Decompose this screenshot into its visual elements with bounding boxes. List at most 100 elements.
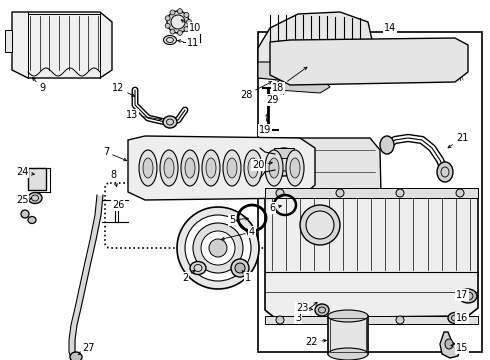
Ellipse shape: [448, 312, 462, 324]
Ellipse shape: [165, 16, 170, 21]
Bar: [265, 188, 478, 198]
Text: 19: 19: [259, 114, 271, 135]
Text: 25: 25: [16, 195, 32, 205]
Ellipse shape: [165, 23, 170, 28]
Ellipse shape: [185, 215, 251, 281]
Ellipse shape: [21, 210, 29, 218]
Ellipse shape: [160, 150, 178, 186]
Text: 10: 10: [181, 20, 201, 33]
Bar: [330, 318, 366, 352]
Text: 2: 2: [182, 270, 195, 283]
Ellipse shape: [227, 158, 237, 178]
Ellipse shape: [177, 207, 259, 289]
Bar: [274, 148, 294, 158]
Ellipse shape: [164, 36, 176, 45]
Polygon shape: [258, 62, 372, 82]
Ellipse shape: [286, 150, 304, 186]
Polygon shape: [440, 332, 460, 358]
Text: 22: 22: [306, 337, 326, 347]
Ellipse shape: [231, 259, 249, 277]
Ellipse shape: [164, 158, 174, 178]
Ellipse shape: [202, 150, 220, 186]
Ellipse shape: [201, 231, 235, 265]
Text: 8: 8: [110, 170, 117, 186]
Ellipse shape: [170, 29, 175, 34]
Text: 20: 20: [252, 160, 272, 170]
Text: 21: 21: [448, 133, 468, 148]
Ellipse shape: [396, 189, 404, 197]
Ellipse shape: [139, 150, 157, 186]
Ellipse shape: [459, 289, 477, 303]
Ellipse shape: [28, 193, 42, 203]
Ellipse shape: [28, 216, 36, 224]
Text: 1: 1: [242, 271, 251, 283]
Ellipse shape: [184, 13, 189, 17]
Ellipse shape: [271, 148, 297, 176]
Ellipse shape: [269, 158, 279, 178]
Ellipse shape: [315, 304, 329, 316]
Polygon shape: [268, 138, 382, 312]
Ellipse shape: [163, 116, 177, 128]
Bar: [258, 62, 373, 78]
Text: 11: 11: [178, 38, 199, 48]
Ellipse shape: [171, 15, 185, 29]
Text: 12: 12: [112, 83, 135, 96]
Text: 6: 6: [269, 203, 281, 213]
Ellipse shape: [209, 239, 227, 257]
Text: 17: 17: [456, 290, 468, 300]
Text: 9: 9: [32, 78, 45, 93]
Text: 16: 16: [456, 313, 468, 323]
Ellipse shape: [265, 150, 283, 186]
Ellipse shape: [190, 261, 206, 274]
Ellipse shape: [187, 19, 192, 24]
Ellipse shape: [276, 189, 284, 197]
Ellipse shape: [170, 10, 175, 15]
Polygon shape: [128, 136, 315, 200]
Ellipse shape: [184, 27, 189, 32]
Ellipse shape: [181, 150, 199, 186]
Polygon shape: [12, 12, 112, 78]
Ellipse shape: [244, 150, 262, 186]
Ellipse shape: [396, 316, 404, 324]
Polygon shape: [270, 38, 468, 85]
Text: 13: 13: [126, 110, 161, 120]
Ellipse shape: [328, 310, 368, 322]
Ellipse shape: [276, 316, 284, 324]
Ellipse shape: [223, 150, 241, 186]
Text: 4: 4: [221, 227, 255, 240]
Text: 27: 27: [78, 343, 94, 355]
Text: 3: 3: [295, 302, 317, 323]
Text: 24: 24: [16, 167, 34, 177]
Ellipse shape: [336, 189, 344, 197]
Ellipse shape: [300, 205, 340, 245]
Ellipse shape: [456, 189, 464, 197]
Bar: [328, 316, 368, 354]
Text: 28: 28: [240, 82, 272, 100]
Ellipse shape: [336, 316, 344, 324]
Text: 7: 7: [103, 147, 126, 161]
Polygon shape: [258, 12, 372, 74]
Ellipse shape: [437, 162, 453, 182]
Ellipse shape: [248, 158, 258, 178]
Text: 15: 15: [451, 343, 468, 353]
Ellipse shape: [143, 158, 153, 178]
Ellipse shape: [177, 30, 182, 35]
Ellipse shape: [206, 158, 216, 178]
Ellipse shape: [328, 348, 368, 360]
Ellipse shape: [445, 339, 453, 349]
Ellipse shape: [185, 158, 195, 178]
Text: 23: 23: [296, 303, 313, 313]
Bar: [265, 316, 478, 324]
Polygon shape: [5, 30, 12, 52]
Text: 5: 5: [229, 215, 248, 225]
Polygon shape: [275, 80, 330, 93]
Ellipse shape: [167, 11, 189, 33]
Ellipse shape: [290, 158, 300, 178]
Ellipse shape: [380, 136, 394, 154]
Ellipse shape: [70, 352, 82, 360]
Bar: [28, 168, 46, 190]
Ellipse shape: [306, 211, 334, 239]
Polygon shape: [265, 190, 478, 318]
Ellipse shape: [177, 9, 182, 14]
Text: 18: 18: [272, 67, 307, 93]
